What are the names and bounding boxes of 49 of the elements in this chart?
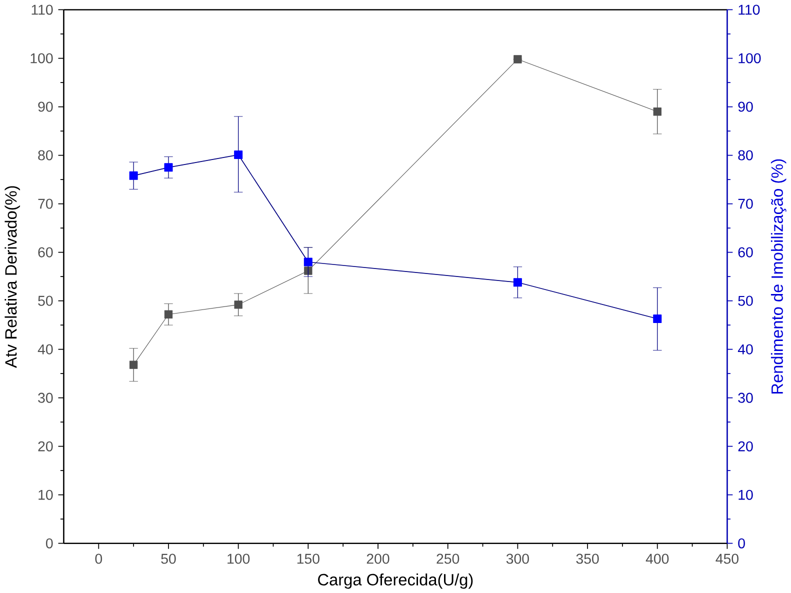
- x-tick-label: 350: [576, 554, 599, 564]
- y-tick-label: 90: [38, 102, 53, 112]
- point: [304, 266, 312, 275]
- y-tick-label: 60: [38, 247, 53, 258]
- y-tick-label: 50: [38, 296, 53, 306]
- point: [653, 314, 662, 323]
- y2-tick-label: 80: [738, 150, 753, 160]
- y-tick-label: 80: [38, 150, 53, 160]
- y2-tick-label: 40: [738, 344, 753, 354]
- x-axis-title: Carga Oferecida(U/g): [318, 573, 473, 588]
- y-tick-label: 30: [38, 392, 53, 403]
- y-tick-label: 20: [38, 441, 53, 452]
- x-tick-label: 150: [297, 554, 320, 564]
- y2-tick-label: 90: [738, 102, 753, 112]
- x-tick-label: 100: [228, 554, 250, 564]
- y-tick-label: 10: [38, 490, 53, 500]
- y2-tick-label: 20: [738, 441, 753, 452]
- x-tick-label: 0: [95, 554, 102, 564]
- point: [234, 300, 242, 309]
- y2-tick-label: 110: [738, 4, 760, 15]
- y-axis-title: Atv Relativa Derivado(%): [4, 186, 20, 368]
- point: [164, 310, 173, 318]
- y2-tick-label: 10: [738, 490, 753, 500]
- point: [129, 171, 138, 180]
- y2-tick-label: 0: [738, 538, 745, 548]
- y2-tick-label: 60: [738, 247, 753, 258]
- y-tick-label: 70: [38, 198, 53, 209]
- point: [304, 258, 312, 266]
- y-tick-label: 40: [38, 344, 53, 354]
- y2-tick-label: 100: [738, 52, 761, 64]
- point: [653, 107, 662, 116]
- y2-tick-label: 50: [738, 296, 753, 306]
- y-tick-label: 0: [46, 538, 53, 548]
- x-tick-label: 50: [161, 554, 176, 564]
- point: [164, 162, 173, 172]
- y-tick-label: 100: [30, 52, 53, 64]
- x-tick-label: 400: [646, 554, 669, 564]
- y2-axis-title: Rendimento de Imobilização (%): [770, 159, 786, 394]
- point: [129, 360, 138, 369]
- x-tick-label: 450: [716, 554, 738, 564]
- y2-tick-label: 70: [738, 198, 753, 209]
- point: [513, 278, 522, 286]
- x-tick-label: 300: [506, 554, 529, 564]
- y2-tick-label: 30: [738, 392, 753, 403]
- y-tick-label: 110: [32, 4, 53, 15]
- point: [514, 54, 522, 64]
- x-tick-label: 250: [436, 554, 460, 564]
- x-tick-label: 200: [366, 554, 390, 564]
- point: [234, 150, 243, 159]
